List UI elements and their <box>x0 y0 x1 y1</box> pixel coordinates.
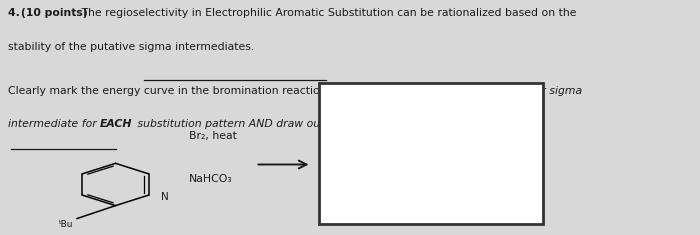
Text: NaHCO₃: NaHCO₃ <box>189 174 232 184</box>
Text: Draw out the major sigma: Draw out the major sigma <box>440 86 582 96</box>
Text: Br₂, heat: Br₂, heat <box>189 131 237 141</box>
Text: Clearly mark the energy curve in the bromination reaction of the substituted pyr: Clearly mark the energy curve in the bro… <box>8 86 482 96</box>
Text: 4.: 4. <box>8 8 24 18</box>
FancyArrowPatch shape <box>258 161 307 168</box>
Text: ᵗBu: ᵗBu <box>59 220 74 229</box>
Text: (10 points): (10 points) <box>21 8 88 18</box>
Text: intermediate for: intermediate for <box>8 119 101 129</box>
Text: substitution pattern AND draw out the major product(s).: substitution pattern AND draw out the ma… <box>134 119 444 129</box>
Text: The regioselectivity in Electrophilic Aromatic Substitution can be rationalized : The regioselectivity in Electrophilic Ar… <box>78 8 577 18</box>
Bar <box>318 83 542 224</box>
Text: EACH: EACH <box>100 119 132 129</box>
Text: stability of the putative sigma intermediates.: stability of the putative sigma intermed… <box>8 42 255 52</box>
Text: N: N <box>162 192 169 202</box>
